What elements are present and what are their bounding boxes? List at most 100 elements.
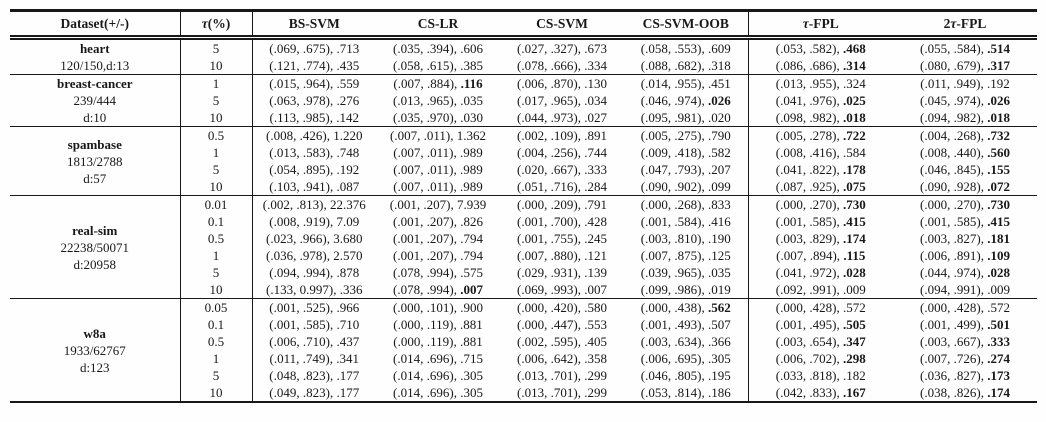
best-value: .181	[987, 231, 1010, 246]
table-row: 5 (.048, .823), .177 (.014, .696), .305 (.0…	[10, 367, 1037, 384]
best-value: .075	[842, 179, 866, 194]
cell-cs-svm-oob: (.099, .986), .019	[624, 281, 749, 299]
tau-value: 10	[180, 57, 253, 75]
table-row: breast-cancer 239/444 d:10 1 (.015, .964), .…	[10, 74, 1037, 127]
cell-cs-svm-oob: (.090, .902), .099	[624, 178, 749, 196]
cell-bs-svm: (.113, .985), .142	[269, 110, 359, 125]
cell-2tau-fpl: (.094, .991), .009	[920, 282, 1010, 297]
table-row: 5 (.054, .895), .192 (.007, .011), .989 (.0…	[10, 161, 1037, 178]
cell-tau-fpl: (.053, .582), .468	[775, 41, 866, 56]
table-row: 5 (.063, .978), .276 (.013, .965), .035 (.0…	[10, 92, 1037, 109]
best-value: .028	[987, 265, 1010, 280]
cell-cs-svm-oob: (.053, .814), .186	[624, 384, 749, 403]
tau-value: 0.01	[180, 195, 253, 213]
cell-bs-svm: (.094, .994), .878	[269, 265, 360, 280]
cell-cs-svm-oob: (.039, .965), .035	[624, 264, 749, 281]
best-value: .274	[987, 351, 1010, 366]
cell-2tau-fpl: (.046, .845), .155	[920, 162, 1010, 177]
cell-2tau-fpl: (.001, .585), .415	[920, 214, 1010, 229]
dataset-name: w8a	[83, 325, 106, 341]
cell-2tau-fpl: (.011, .949), .192	[893, 74, 1037, 92]
cell-2tau-fpl: (.008, .440), .560	[920, 145, 1010, 160]
cell-bs-svm: (.001, .525), .966	[252, 298, 376, 316]
best-value: .167	[842, 385, 866, 400]
dataset-stats: d:123	[79, 359, 110, 375]
cell-bs-svm: (.049, .823), .177	[252, 384, 376, 403]
cell-bs-svm: (.006, .710), .437	[269, 334, 360, 349]
table-row: 10 (.049, .823), .177 (.014, .696), .305 (.…	[10, 384, 1037, 403]
best-value: .468	[842, 41, 866, 56]
cell-cs-svm: (.017, .965), .034	[517, 93, 607, 108]
cell-cs-svm: (.007, .880), .121	[517, 248, 607, 263]
dataset-label: w8a 1933/62767 d:123	[10, 298, 181, 403]
best-value: .155	[987, 162, 1010, 177]
cell-2tau-fpl: (.001, .499), .501	[920, 317, 1010, 332]
cell-2tau-fpl: (.080, .679), .317	[920, 58, 1010, 73]
table-row: 10 (.133, 0.997), .336 (.078, .994), .007 (…	[10, 281, 1037, 299]
cell-tau-fpl: (.000, .270), .730	[748, 195, 893, 213]
cell-cs-svm: (.002, .595), .405	[517, 334, 607, 349]
tau-value: 5	[180, 161, 253, 178]
dataset-stats: 120/150,d:13	[60, 58, 130, 73]
cell-cs-svm: (.027, .327), .673	[517, 41, 607, 56]
dataset-stats: 1933/62767	[63, 342, 126, 358]
cell-cs-svm: (.051, .716), .284	[517, 179, 607, 194]
cell-cs-svm: (.000, .420), .580	[500, 298, 624, 316]
cell-tau-fpl: (.098, .982), .018	[775, 110, 866, 125]
cell-cs-svm-oob: (.046, .805), .195	[624, 367, 749, 384]
tau-value: 1	[180, 350, 253, 367]
best-value: .298	[842, 351, 866, 366]
cell-cs-svm-oob: (.095, .981), .020	[624, 109, 749, 127]
best-value: .560	[987, 145, 1010, 160]
cell-cs-svm: (.078, .666), .334	[517, 58, 607, 73]
cell-cs-lr: (.000, .101), .900	[376, 298, 500, 316]
cell-cs-svm-oob: (.006, .695), .305	[624, 350, 749, 367]
cell-bs-svm: (.001, .585), .710	[269, 317, 360, 332]
cell-tau-fpl: (.005, .278), .722	[748, 126, 893, 144]
best-value: .505	[842, 317, 866, 332]
dataset-stats: 1813/2788	[66, 153, 123, 169]
cell-tau-fpl: (.086, .686), .314	[775, 58, 866, 73]
cell-tau-fpl: (.041, .976), .025	[775, 93, 866, 108]
best-value: .028	[842, 265, 866, 280]
cell-cs-lr: (.007, .884), .116	[376, 74, 500, 92]
cell-cs-svm-oob: (.003, .634), .366	[624, 333, 749, 350]
best-value: .026	[987, 93, 1010, 108]
cell-tau-fpl: (.013, .955), .324	[748, 74, 893, 92]
dataset-label: breast-cancer 239/444 d:10	[10, 74, 181, 127]
cell-tau-fpl: (.007, .894), .115	[776, 248, 866, 263]
cell-cs-svm-oob: (.047, .793), .207	[624, 161, 749, 178]
tau-value: 0.5	[180, 333, 253, 350]
tau-value: 5	[180, 367, 253, 384]
best-value: .109	[987, 248, 1010, 263]
cell-tau-fpl: (.001, .495), .505	[775, 317, 866, 332]
table-row: spambase 1813/2788 d:57 0.5 (.008, .426), 1.…	[10, 126, 1037, 196]
cell-tau-fpl: (.033, .818), .182	[775, 368, 866, 383]
cell-cs-lr: (.007, .011), .989	[393, 162, 483, 177]
best-value: .178	[842, 162, 866, 177]
cell-cs-svm: (.006, .642), .358	[517, 351, 607, 366]
cell-bs-svm: (.036, .978), 2.570	[266, 248, 363, 263]
cell-cs-svm: (.002, .109), .891	[500, 126, 624, 144]
tau-value: 10	[180, 109, 253, 127]
dataset-name: heart	[79, 41, 110, 56]
cell-tau-fpl: (.003, .829), .174	[775, 231, 866, 246]
tau-value: 1	[180, 144, 253, 161]
best-value: .562	[707, 300, 731, 315]
tau-value: 10	[180, 384, 253, 403]
cell-bs-svm: (.048, .823), .177	[269, 368, 360, 383]
cell-2tau-fpl: (.038, .826), .174	[893, 384, 1037, 403]
tau-value: 0.1	[180, 316, 253, 333]
table-row: 1 (.011, .749), .341 (.014, .696), .715 (.0…	[10, 350, 1037, 367]
cell-cs-lr: (.013, .965), .035	[393, 93, 483, 108]
cell-cs-lr: (.007, .011), 1.362	[376, 126, 500, 144]
table-row: 10 (.121, .774), .435 (.058, .615), .385 (.…	[10, 57, 1037, 75]
cell-bs-svm: (.063, .978), .276	[269, 93, 360, 108]
best-value: .722	[842, 128, 866, 143]
cell-bs-svm: (.013, .583), .748	[269, 145, 360, 160]
tau-value: 5	[180, 264, 253, 281]
cell-cs-svm: (.000, .209), .791	[500, 195, 624, 213]
table-row: 10 (.103, .941), .087 (.007, .011), .989 (.…	[10, 178, 1037, 196]
tau-value: 0.5	[180, 230, 253, 247]
cell-tau-fpl: (.008, .416), .584	[775, 145, 866, 160]
